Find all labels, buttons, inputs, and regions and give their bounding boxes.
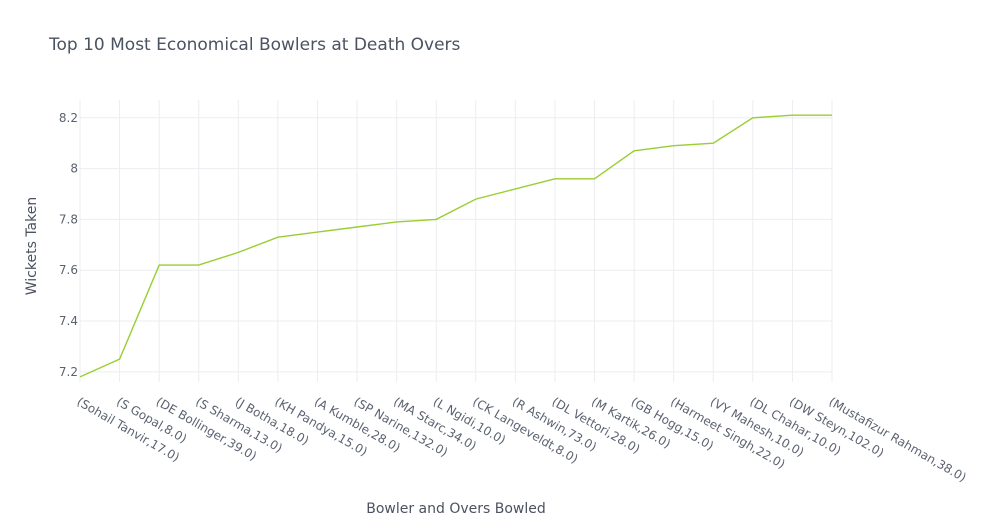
series-line [79,114,832,378]
grid-layer [79,100,833,382]
y-tick-label: 7.6 [59,263,78,277]
y-axis-title: Wickets Taken [24,197,40,296]
chart-title: Top 10 Most Economical Bowlers at Death … [48,35,461,55]
y-tick-labels: 7.2 7.4 7.6 7.8 8 8.2 [59,111,78,379]
x-axis-title: Bowler and Overs Bowled [366,501,546,517]
y-tick-label: 7.8 [59,212,78,226]
series-layer [79,114,832,378]
y-tick-label: 7.4 [59,314,78,328]
y-tick-label: 8 [70,162,78,176]
y-tick-label: 7.2 [59,365,78,379]
y-tick-label: 8.2 [59,111,78,125]
